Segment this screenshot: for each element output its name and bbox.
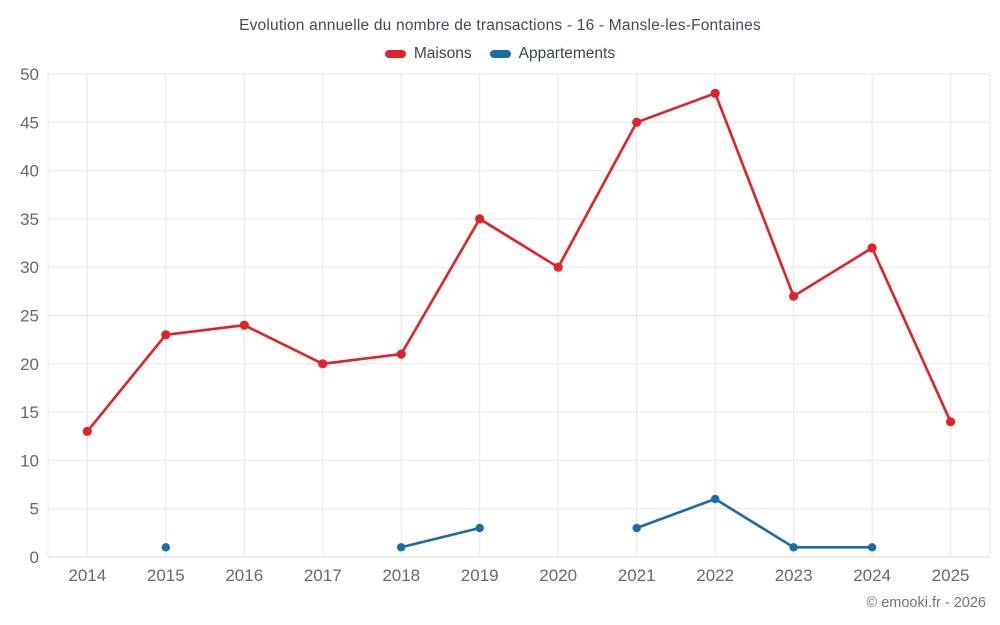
legend: Maisons Appartements [0, 45, 1000, 63]
series-line-appartements [399, 497, 874, 549]
y-tick-label-0: 0 [30, 548, 39, 567]
x-tick-label-2014: 2014 [68, 566, 106, 585]
maisons-series-swatch [384, 50, 406, 58]
data-point-maisons-2022[interactable] [710, 88, 720, 98]
y-tick-label-30: 30 [20, 258, 39, 277]
x-tick-label-2017: 2017 [304, 566, 342, 585]
x-tick-label-2020: 2020 [539, 566, 577, 585]
data-point-maisons-2014[interactable] [82, 426, 92, 436]
y-tick-label-50: 50 [20, 65, 39, 84]
data-point-appartements-2018[interactable] [397, 543, 406, 552]
x-tick-label-2016: 2016 [225, 566, 263, 585]
y-tick-label-15: 15 [20, 403, 39, 422]
data-point-maisons-2024[interactable] [867, 243, 877, 253]
x-tick-label-2015: 2015 [147, 566, 185, 585]
chart-title: Evolution annuelle du nombre de transact… [239, 17, 761, 34]
data-point-appartements-2021[interactable] [632, 523, 641, 533]
data-point-maisons-2020[interactable] [553, 262, 563, 272]
data-point-maisons-2017[interactable] [318, 359, 328, 369]
data-point-appartements-2022[interactable] [711, 494, 720, 504]
x-tick-label-2018: 2018 [382, 566, 420, 585]
data-point-appartements-2019[interactable] [475, 523, 484, 533]
legend-item-maisons[interactable]: Maisons [384, 45, 472, 63]
legend-label-appartements: Appartements [518, 45, 616, 62]
legend-label-maisons: Maisons [413, 45, 472, 62]
data-point-appartements-2015[interactable] [161, 543, 170, 552]
data-point-maisons-2015[interactable] [161, 330, 171, 340]
y-tick-label-5: 5 [30, 500, 39, 519]
data-point-maisons-2019[interactable] [475, 214, 485, 224]
y-tick-label-20: 20 [20, 355, 39, 374]
y-tick-label-40: 40 [20, 162, 39, 181]
x-tick-label-2019: 2019 [461, 566, 499, 585]
x-tick-label-2021: 2021 [618, 566, 656, 585]
y-tick-label-10: 10 [20, 451, 39, 470]
data-point-maisons-2021[interactable] [632, 117, 642, 127]
data-point-maisons-2025[interactable] [946, 417, 956, 427]
x-tick-label-2025: 2025 [932, 566, 970, 585]
x-tick-label-2022: 2022 [696, 566, 734, 585]
copyright-notice: © emooki.fr - 2026 [866, 595, 986, 611]
y-tick-label-35: 35 [20, 210, 39, 229]
data-point-maisons-2023[interactable] [789, 291, 799, 301]
series-line-maisons [86, 92, 952, 433]
y-tick-label-45: 45 [20, 113, 39, 132]
data-point-appartements-2023[interactable] [789, 543, 798, 552]
appartements-series-swatch [489, 50, 511, 58]
x-tick-label-2023: 2023 [775, 566, 813, 585]
data-point-appartements-2024[interactable] [867, 543, 877, 552]
x-tick-label-2024: 2024 [853, 566, 891, 585]
y-tick-label-25: 25 [20, 307, 39, 326]
data-point-maisons-2016[interactable] [239, 320, 249, 330]
data-point-maisons-2018[interactable] [396, 349, 406, 359]
legend-item-appartements[interactable]: Appartements [489, 45, 616, 63]
